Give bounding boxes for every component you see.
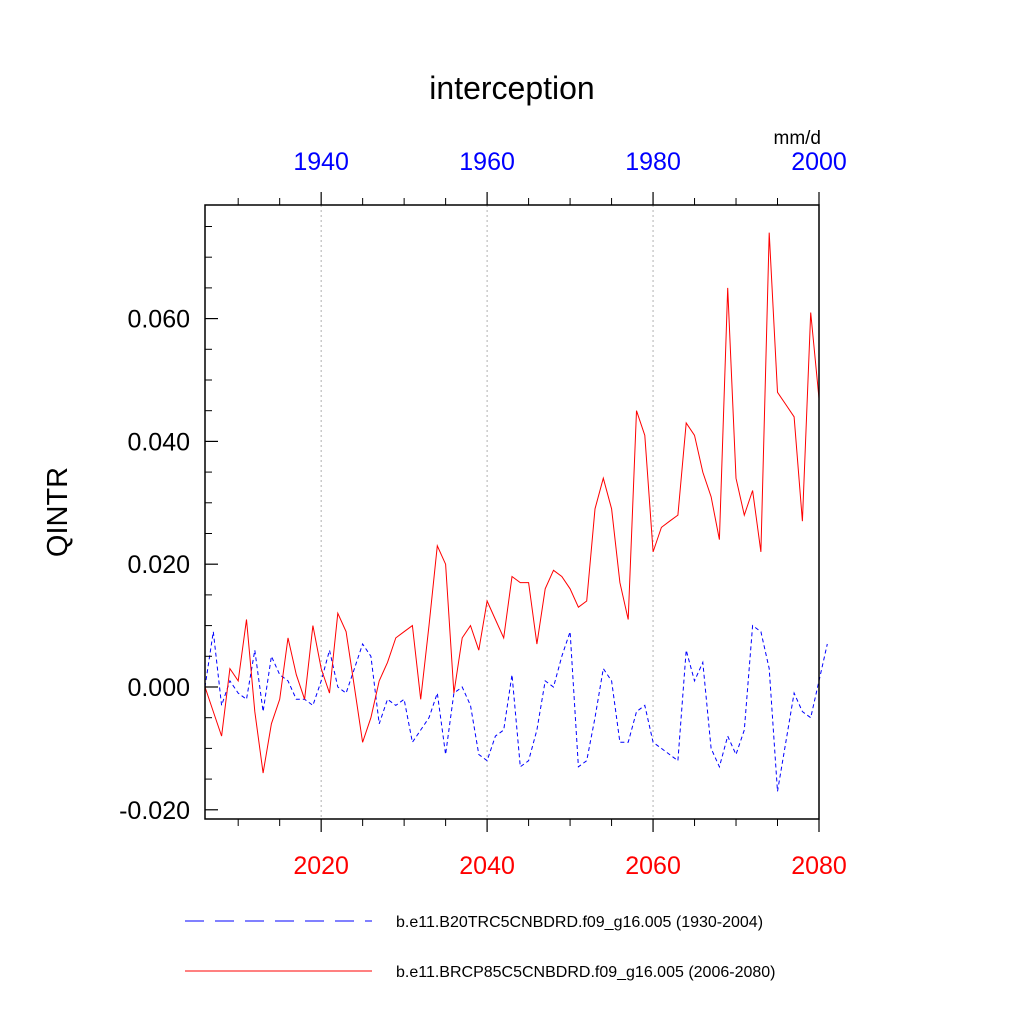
series-historical-line (204, 624, 828, 792)
legend-label-historical: b.e11.B20TRC5CNBDRD.f09_g16.005 (1930-20… (396, 914, 763, 931)
bottom-tick-label: 2020 (293, 852, 349, 880)
bottom-tick-label: 2040 (459, 852, 515, 880)
y-axis: -0.020 0.000 0.020 0.040 0.060 (119, 225, 218, 825)
gridlines (320, 205, 654, 819)
y-tick-label: -0.020 (119, 797, 190, 825)
plot-frame (204, 204, 820, 820)
series-rcp85-line (204, 232, 820, 774)
bottom-x-axis: 2020 2040 2060 2080 (237, 819, 847, 880)
series-lines (204, 232, 828, 792)
y-tick-label: 0.060 (127, 306, 190, 334)
legend-label-rcp85: b.e11.BRCP85C5CNBDRD.f09_g16.005 (2006-2… (396, 964, 775, 981)
top-tick-label: 2000 (791, 148, 847, 176)
top-tick-label: 1940 (293, 148, 349, 176)
legend: b.e11.B20TRC5CNBDRD.f09_g16.005 (1930-20… (185, 914, 775, 981)
bottom-tick-label: 2060 (625, 852, 681, 880)
bottom-tick-label: 2080 (791, 852, 847, 880)
chart-title: interception (429, 70, 594, 106)
top-tick-label: 1980 (625, 148, 681, 176)
top-x-axis: 1940 1960 1980 2000 (237, 148, 847, 205)
y-tick-label: 0.020 (127, 551, 190, 579)
y-tick-label: 0.000 (127, 674, 190, 702)
y-tick-label: 0.040 (127, 428, 190, 456)
top-tick-label: 1960 (459, 148, 515, 176)
y-axis-label: QINTR (42, 467, 74, 557)
units-label: mm/d (774, 128, 822, 149)
